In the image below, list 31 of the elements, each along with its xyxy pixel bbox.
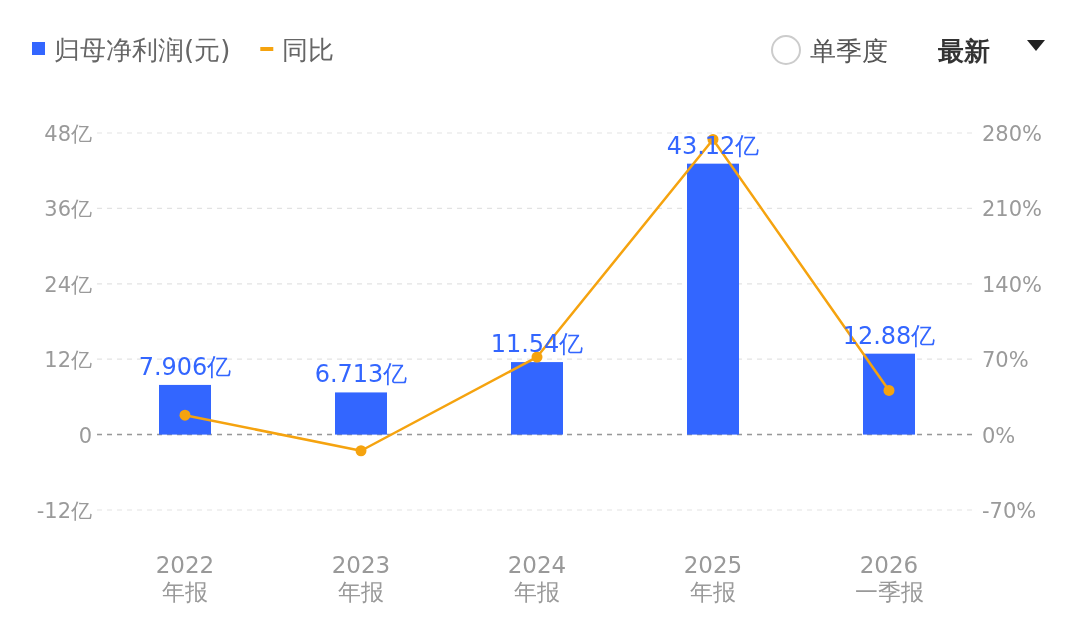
point [179,409,191,421]
legend-label: 同比 [282,35,335,65]
y2-tick-label: 140% [982,272,1043,297]
y2-tick-label: 70% [982,348,1029,373]
y2-tick-label: 0% [982,423,1016,448]
point [355,445,367,457]
y2-tick-label: 280% [982,122,1043,146]
y-tick-label: 0 [78,423,92,448]
x-tick-label: 2026 一季报 [854,552,924,605]
x-tick-label: 2025 年报 [683,552,743,605]
text: 最新 [937,36,990,66]
legend-label: 归母净利润(元) [54,35,231,65]
bar [159,384,211,435]
bar [687,163,739,435]
x-tick-label: 2022 年报 [155,552,215,605]
bar [511,362,563,435]
y-tick-label: 24亿 [44,272,92,297]
x-tick-label: 2023 年报 [331,552,391,605]
y2-tick-label: -70% [982,499,1037,523]
y-tick-label: 48亿 [44,122,92,146]
text: 单季度 [810,36,888,66]
y-tick-label: 36亿 [44,197,92,222]
x-tick-label: 2024 年报 [507,552,567,605]
data-label: 6.713亿 [314,360,408,389]
bar [863,353,915,435]
data-label: 7.906亿 [138,352,232,381]
y-tick-label: -12亿 [36,499,92,523]
y-tick-label: 12亿 [44,348,92,373]
y2-tick-label: 210% [982,197,1043,222]
point [883,384,895,396]
bar [335,392,387,435]
